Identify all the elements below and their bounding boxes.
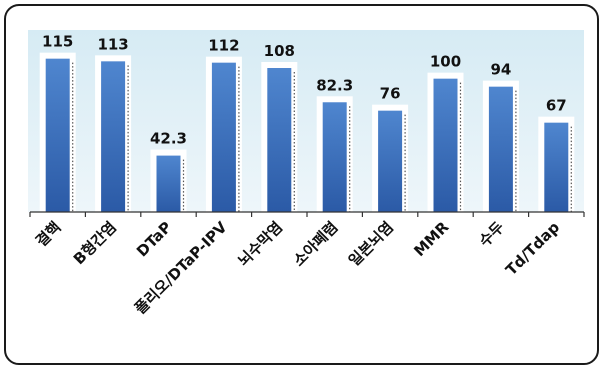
- bar-Td/Tdap: [544, 122, 569, 212]
- value-label: 42.3: [150, 130, 187, 148]
- value-label: 112: [208, 37, 239, 55]
- value-label: 100: [430, 53, 461, 71]
- value-label: 76: [380, 85, 401, 103]
- bar-MMR: [433, 78, 458, 213]
- value-label: 113: [97, 35, 128, 53]
- bar-DTaP: [156, 155, 181, 212]
- bar-결핵: [45, 58, 70, 212]
- value-label: 115: [42, 33, 73, 51]
- bar-소아폐렴: [322, 102, 347, 212]
- x-axis-ticks: [29, 212, 585, 217]
- value-label: 67: [546, 97, 567, 115]
- value-label: 108: [264, 42, 295, 60]
- bar-B형간염: [101, 61, 126, 213]
- value-label: 82.3: [316, 76, 353, 94]
- value-labels-layer: 115 113 42.3 112 108 82.3 76 100 94 67: [42, 33, 567, 148]
- bar-수두: [488, 86, 513, 212]
- value-label: 94: [490, 61, 511, 79]
- bars-layer: [39, 52, 575, 213]
- bar-뇌수막염: [267, 68, 292, 212]
- bar-일본뇌염: [378, 110, 403, 212]
- bar-폴리오/DTaP-IPV: [211, 62, 236, 212]
